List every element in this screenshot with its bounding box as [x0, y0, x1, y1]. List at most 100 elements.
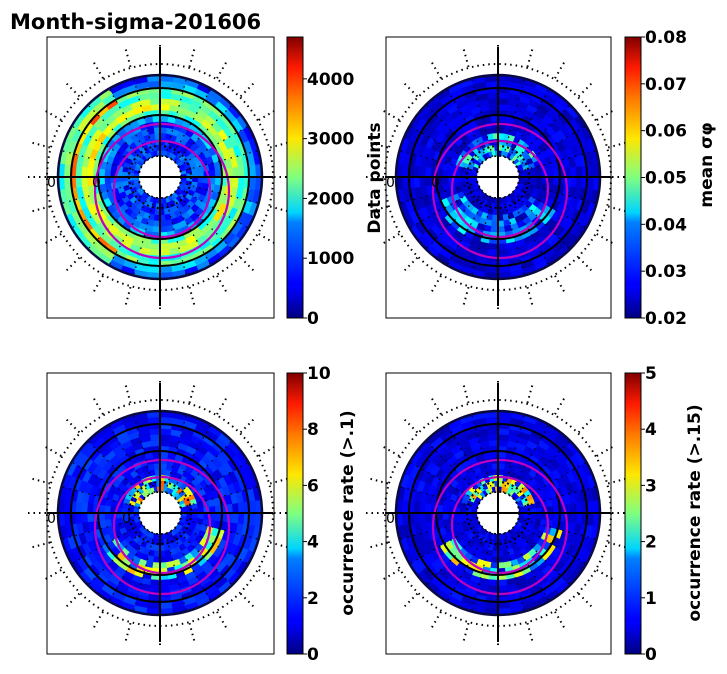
meridian-line — [507, 88, 550, 160]
meridian-tick — [258, 444, 279, 457]
meridian-line — [518, 150, 597, 173]
polar-grid — [362, 377, 634, 649]
colorbar-tick-label: 5 — [645, 364, 657, 384]
heatmap-cell — [490, 562, 499, 570]
heatmap-cell — [489, 115, 499, 123]
heatmap-cell — [418, 166, 426, 178]
meridian-line — [174, 527, 233, 586]
heatmap-cell — [570, 176, 578, 188]
meridian-tick — [607, 541, 630, 550]
meridian-tick — [91, 58, 104, 79]
colorbar-tick-label: 0.02 — [645, 309, 687, 329]
heatmap-cell — [75, 501, 83, 514]
heatmap-cell — [570, 512, 578, 524]
meridian-tick — [379, 569, 400, 582]
heatmap-cell — [149, 433, 161, 441]
colorbar — [624, 36, 642, 319]
heatmap-cell — [497, 428, 510, 436]
heatmap-cell — [214, 512, 222, 522]
meridian-tick — [607, 476, 630, 485]
heatmap-cell — [159, 97, 171, 105]
heatmap-cell — [486, 428, 499, 436]
meridian-line — [512, 527, 571, 586]
meridian-tick — [239, 256, 257, 274]
meridian-line — [507, 194, 550, 266]
meridian-line — [409, 461, 481, 504]
heatmap-cell — [418, 512, 426, 524]
heatmap-cell — [237, 501, 245, 514]
meridian-tick — [401, 592, 419, 610]
heatmap-cell — [237, 165, 245, 178]
heatmap-cell — [487, 249, 499, 257]
heatmap-cell — [209, 505, 217, 514]
heatmap-cell — [497, 243, 508, 251]
meridian-line — [133, 197, 156, 276]
heatmap-cell — [159, 579, 170, 587]
auroral-oval-outer — [93, 458, 231, 596]
heatmap-cell — [424, 503, 432, 514]
heatmap-cell — [497, 439, 508, 447]
heatmap-cell — [575, 512, 583, 525]
meridian-line — [512, 191, 571, 250]
meridian-line — [399, 517, 478, 540]
colorbar-tick-label: 4 — [645, 420, 657, 440]
heatmap-cell — [486, 92, 499, 100]
heatmap-cell — [488, 243, 499, 251]
meridian-line — [518, 181, 597, 204]
meridian-tick — [401, 80, 419, 98]
meridian-tick — [269, 140, 292, 149]
meridian-tick — [366, 205, 389, 214]
meridian-line — [399, 150, 478, 173]
heatmap-cell — [150, 243, 161, 251]
meridian-line — [180, 486, 259, 509]
heatmap-cell — [570, 502, 578, 514]
meridian-line — [61, 517, 140, 540]
heatmap-cell — [497, 451, 507, 459]
meridian-line — [174, 104, 233, 163]
meridian-line — [108, 88, 151, 160]
meridian-line — [87, 104, 146, 163]
meridian-tick — [91, 611, 104, 632]
heatmap-cell — [488, 103, 499, 111]
meridian-tick — [554, 394, 567, 415]
meridian-tick — [526, 381, 535, 404]
subplot-occurrence-rate-0.1: 0 0 0 2 4 6 8 10 occurrence rate (>.1) — [24, 364, 358, 665]
heatmap-cell — [232, 166, 240, 178]
heatmap-cell — [497, 92, 510, 100]
meridian-line — [71, 522, 143, 565]
heatmap-cell — [418, 502, 426, 514]
meridian-tick — [554, 58, 567, 79]
meridian-line — [502, 414, 525, 493]
subplot-mean-sigma: 0 0 0.02 0.03 0.04 0.05 0.06 0.07 0.08 mean σφ — [362, 28, 717, 329]
colorbar-tick-label: 0 — [645, 645, 657, 665]
meridian-line — [507, 530, 550, 602]
lon-label-inner: 0 — [122, 511, 131, 527]
meridian-line — [515, 186, 587, 229]
meridian-line — [446, 424, 489, 496]
heatmap-cell — [413, 512, 421, 525]
heatmap-cell — [547, 505, 555, 514]
meridian-tick — [91, 275, 104, 296]
heatmap-cell — [80, 512, 88, 524]
lon-label-inner: 0 — [92, 175, 101, 191]
meridian-tick — [596, 108, 617, 121]
heatmap-cell — [103, 505, 111, 514]
heatmap-cell — [552, 168, 560, 178]
meridian-tick — [461, 286, 470, 309]
meridian-tick — [401, 256, 419, 274]
meridian-line — [87, 527, 146, 586]
meridian-line — [471, 414, 494, 493]
heatmap-cell — [159, 562, 168, 570]
heatmap-cell — [150, 579, 161, 587]
meridian-tick — [188, 622, 197, 645]
heatmap-cell — [413, 176, 421, 189]
meridian-tick — [554, 275, 567, 296]
colorbar-tick-label: 0.08 — [645, 28, 687, 48]
subplot-occurrence-rate-0.15: 0 0 1 2 3 4 5 occurrence rate (>.15) — [362, 364, 705, 665]
heatmap-cell — [237, 512, 245, 525]
meridian-tick — [239, 416, 257, 434]
auroral-oval-outer — [431, 122, 569, 260]
meridian-line — [71, 461, 143, 504]
meridian-line — [425, 104, 484, 163]
heatmap-cell — [436, 512, 444, 522]
